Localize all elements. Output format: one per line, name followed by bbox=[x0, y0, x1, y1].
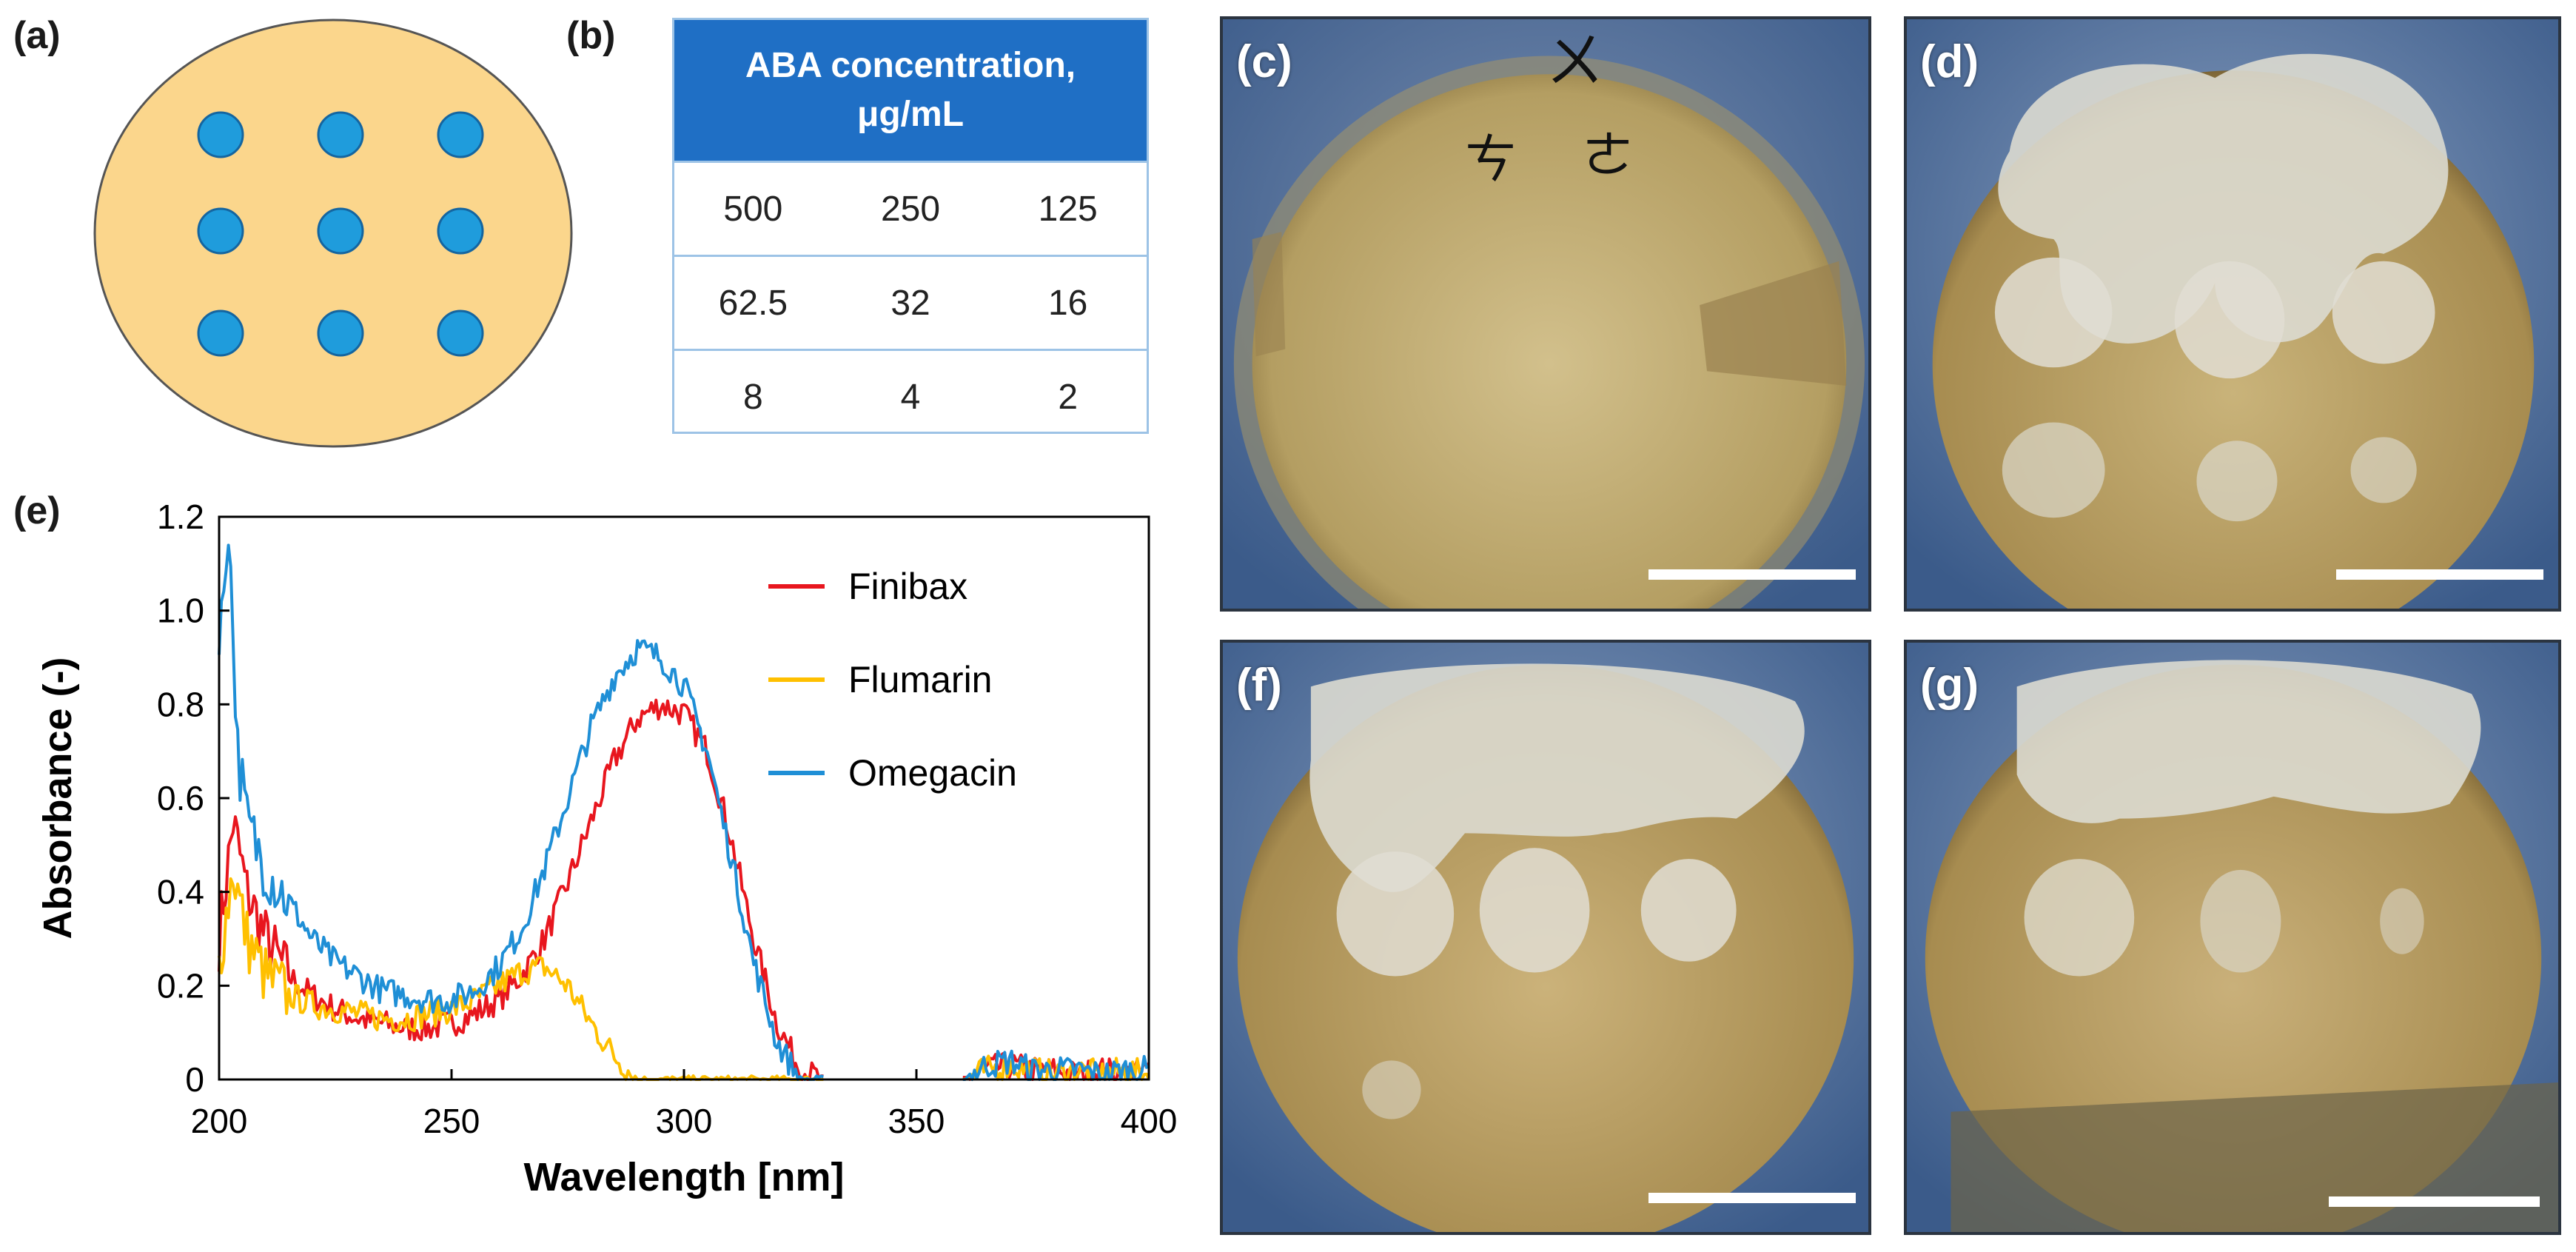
well-icon bbox=[317, 111, 364, 158]
panel-label-a: (a) bbox=[13, 14, 61, 57]
table-cell: 2 bbox=[1058, 377, 1079, 417]
table-cell: 16 bbox=[1047, 283, 1088, 323]
legend-label: Flumarin bbox=[848, 659, 992, 700]
table-row: 500 250 125 bbox=[674, 161, 1147, 255]
scale-bar bbox=[1648, 569, 1856, 580]
well-icon bbox=[197, 207, 244, 255]
marker-glyph: ㄨ bbox=[1546, 27, 1604, 96]
absorbance-chart: 0 0.2 0.4 0.6 0.8 1.0 1.2 200 250 300 350 400 Wavele… bbox=[36, 498, 1178, 1199]
table-header: ABA concentration, μg/mL bbox=[674, 20, 1147, 161]
y-tick-label: 0 bbox=[185, 1060, 204, 1099]
panel-label-d: (d) bbox=[1920, 36, 1979, 87]
photo-plate-f: (f) bbox=[1220, 640, 1871, 1235]
table-cell: 32 bbox=[890, 283, 930, 323]
series-line-omegacin bbox=[218, 543, 1150, 1081]
table-header-line1: ABA concentration, bbox=[745, 46, 1076, 85]
y-tick-label: 1.2 bbox=[157, 498, 204, 536]
y-tick-label: 0.4 bbox=[157, 873, 204, 911]
well-icon bbox=[317, 309, 364, 357]
panel-label-f: (f) bbox=[1236, 660, 1282, 711]
scale-bar bbox=[2336, 569, 2543, 580]
series-line-flumarin bbox=[218, 877, 1150, 1081]
y-tick-label: 0.2 bbox=[157, 966, 204, 1005]
x-axis-label: Wavelength [nm] bbox=[523, 1155, 844, 1199]
well-icon bbox=[197, 111, 244, 158]
table-header-line2: μg/mL bbox=[856, 95, 965, 134]
legend-label: Omegacin bbox=[848, 752, 1017, 794]
well-icon bbox=[437, 111, 484, 158]
legend-label: Finibax bbox=[848, 566, 967, 607]
x-tick-label: 250 bbox=[423, 1102, 480, 1140]
photo-plate-g: (g) bbox=[1904, 640, 2561, 1235]
table-cell: 500 bbox=[723, 189, 783, 229]
table-cell: 125 bbox=[1038, 189, 1098, 229]
y-tick-label: 0.8 bbox=[157, 685, 204, 723]
marker-glyph: ㄘ bbox=[1465, 130, 1516, 190]
y-axis-label: Absorbance (-) bbox=[36, 657, 80, 939]
scale-bar bbox=[2329, 1196, 2540, 1207]
table-row: 62.5 32 16 bbox=[674, 255, 1147, 349]
x-tick-label: 300 bbox=[656, 1102, 713, 1140]
table-cell: 62.5 bbox=[718, 283, 788, 323]
x-tick-label: 350 bbox=[888, 1102, 945, 1140]
panel-label-e: (e) bbox=[13, 489, 61, 532]
panel-label-c: (c) bbox=[1236, 36, 1292, 87]
marker-glyph: ㄜ bbox=[1583, 127, 1634, 186]
well-icon bbox=[317, 207, 364, 255]
photo-plate-c: ㄨ ㄘ ㄜ (c) bbox=[1220, 16, 1871, 612]
table-row: 8 4 2 bbox=[674, 349, 1147, 443]
well-icon bbox=[437, 309, 484, 357]
table-cell: 8 bbox=[742, 377, 763, 417]
plot-frame bbox=[218, 515, 1150, 1081]
scale-bar bbox=[1648, 1193, 1856, 1203]
concentration-table: ABA concentration, μg/mL 500 250 125 62.… bbox=[672, 18, 1149, 434]
table-cell: 250 bbox=[880, 189, 941, 229]
well-plate-diagram bbox=[93, 19, 573, 448]
photo-plate-d: (d) bbox=[1904, 16, 2561, 612]
y-tick-label: 1.0 bbox=[157, 592, 204, 630]
table-cell: 4 bbox=[900, 377, 921, 417]
well-icon bbox=[197, 309, 244, 357]
panel-label-b: (b) bbox=[566, 14, 616, 57]
panel-label-g: (g) bbox=[1920, 660, 1979, 711]
y-tick-label: 0.6 bbox=[157, 779, 204, 817]
x-tick-label: 200 bbox=[191, 1102, 248, 1140]
well-icon bbox=[437, 207, 484, 255]
x-tick-label: 400 bbox=[1121, 1102, 1178, 1140]
